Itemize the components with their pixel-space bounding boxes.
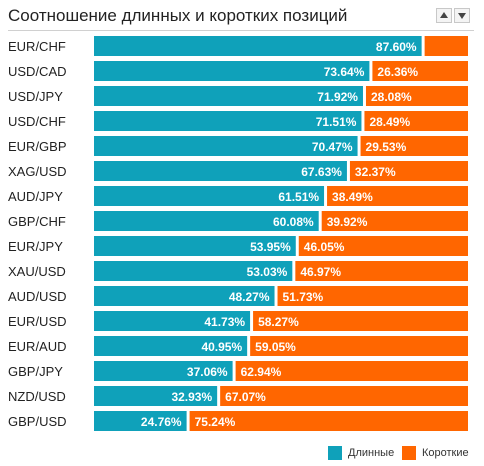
category-label: USD/CHF xyxy=(8,114,66,129)
short-value-label: 28.08% xyxy=(371,90,412,104)
short-value-label: 29.53% xyxy=(366,140,407,154)
long-bar xyxy=(94,261,293,281)
category-label: EUR/GBP xyxy=(8,139,67,154)
long-bar xyxy=(94,336,248,356)
short-value-label: 28.49% xyxy=(369,115,410,129)
category-label: EUR/AUD xyxy=(8,339,67,354)
short-value-label: 67.07% xyxy=(225,390,266,404)
long-value-label: 67.63% xyxy=(301,165,342,179)
short-bar xyxy=(253,311,468,331)
short-bar xyxy=(372,61,468,81)
legend-label-long: Длинные xyxy=(348,447,395,459)
long-bar xyxy=(94,136,358,156)
long-value-label: 60.08% xyxy=(273,215,314,229)
long-value-label: 70.47% xyxy=(312,140,353,154)
short-value-label: 51.73% xyxy=(283,290,324,304)
short-bar xyxy=(321,211,468,231)
short-bar xyxy=(360,136,468,156)
category-label: GBP/JPY xyxy=(8,364,63,379)
long-bar xyxy=(94,111,362,131)
long-value-label: 40.95% xyxy=(201,340,242,354)
short-value-label: 62.94% xyxy=(241,365,282,379)
category-label: GBP/USD xyxy=(8,414,67,429)
short-value-label: 38.49% xyxy=(332,190,373,204)
category-label: XAU/USD xyxy=(8,264,66,279)
long-short-bar-chart: EUR/CHF 87.60% USD/CAD 73.64% 26.36% USD/JPY 7… xyxy=(8,36,468,431)
short-bar xyxy=(364,111,468,131)
long-bar xyxy=(94,186,325,206)
long-value-label: 24.76% xyxy=(141,415,182,429)
short-bar xyxy=(349,161,468,181)
category-label: XAG/USD xyxy=(8,164,67,179)
long-bar xyxy=(94,411,187,431)
short-bar xyxy=(295,261,468,281)
long-bar xyxy=(94,211,319,231)
long-value-label: 61.51% xyxy=(278,190,319,204)
long-bar xyxy=(94,286,275,306)
long-bar xyxy=(94,36,422,56)
legend-swatch-long xyxy=(328,446,342,460)
long-value-label: 32.93% xyxy=(171,390,212,404)
legend-label-short: Короткие xyxy=(422,447,469,459)
long-bar xyxy=(94,86,363,106)
category-label: GBP/CHF xyxy=(8,214,66,229)
long-value-label: 71.51% xyxy=(316,115,357,129)
long-bar xyxy=(94,311,251,331)
short-value-label: 26.36% xyxy=(377,65,418,79)
short-bar xyxy=(424,36,468,56)
long-bar xyxy=(94,161,347,181)
arrow-up-icon xyxy=(440,12,448,18)
long-value-label: 71.92% xyxy=(317,90,358,104)
long-value-label: 48.27% xyxy=(229,290,270,304)
category-label: EUR/CHF xyxy=(8,39,66,54)
short-value-label: 58.27% xyxy=(258,315,299,329)
short-bar xyxy=(189,411,468,431)
long-value-label: 87.60% xyxy=(376,40,417,54)
short-bar xyxy=(365,86,468,106)
category-label: AUD/USD xyxy=(8,289,67,304)
long-bar xyxy=(94,361,233,381)
arrow-down-button[interactable] xyxy=(454,8,470,23)
short-bar xyxy=(220,386,468,406)
category-label: EUR/JPY xyxy=(8,239,63,254)
short-bar xyxy=(277,286,468,306)
long-value-label: 37.06% xyxy=(187,365,228,379)
short-bar xyxy=(298,236,468,256)
title-divider xyxy=(8,30,474,31)
category-label: EUR/USD xyxy=(8,314,67,329)
short-value-label: 46.05% xyxy=(304,240,345,254)
category-label: USD/JPY xyxy=(8,89,63,104)
long-bar xyxy=(94,236,296,256)
short-value-label: 59.05% xyxy=(255,340,296,354)
category-label: USD/CAD xyxy=(8,64,67,79)
short-bar xyxy=(250,336,468,356)
widget-title: Соотношение длинных и коротких позиций xyxy=(8,6,348,25)
long-bar xyxy=(94,61,370,81)
short-value-label: 32.37% xyxy=(355,165,396,179)
long-value-label: 53.03% xyxy=(247,265,288,279)
long-value-label: 73.64% xyxy=(324,65,365,79)
short-value-label: 46.97% xyxy=(300,265,341,279)
long-bar xyxy=(94,386,218,406)
arrow-down-icon xyxy=(458,13,466,19)
short-value-label: 75.24% xyxy=(195,415,236,429)
category-label: NZD/USD xyxy=(8,389,66,404)
legend-swatch-short xyxy=(402,446,416,460)
category-label: AUD/JPY xyxy=(8,189,63,204)
short-value-label: 39.92% xyxy=(327,215,368,229)
long-value-label: 41.73% xyxy=(204,315,245,329)
long-value-label: 53.95% xyxy=(250,240,291,254)
short-bar xyxy=(327,186,468,206)
short-bar xyxy=(235,361,468,381)
arrow-up-button[interactable] xyxy=(436,8,452,23)
